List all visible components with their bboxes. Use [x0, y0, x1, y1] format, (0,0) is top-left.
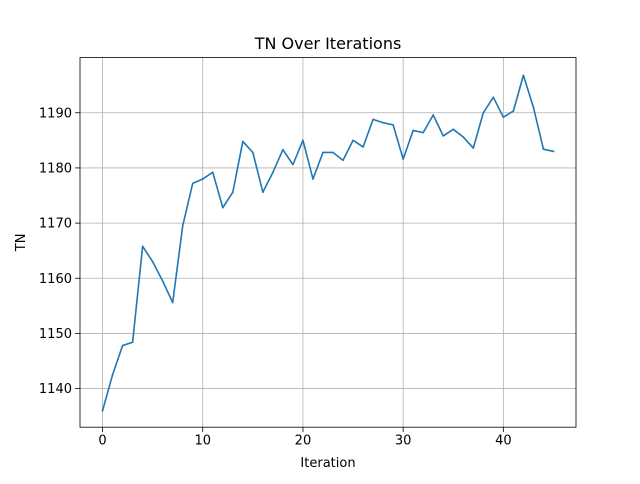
- x-tick-label: 30: [395, 434, 412, 449]
- data-point: [252, 151, 254, 154]
- data-point: [542, 148, 545, 150]
- data-point: [412, 129, 414, 132]
- data-point: [201, 178, 204, 180]
- grid: [80, 57, 576, 428]
- y-axis: 1140 1150 1160 1170 1180 1190: [39, 106, 80, 397]
- plot-frame: [79, 57, 577, 428]
- data-point: [131, 341, 134, 344]
- series-line: [101, 74, 555, 412]
- data-point: [161, 280, 164, 282]
- data-point: [322, 151, 324, 154]
- data-point: [492, 96, 495, 99]
- y-axis-label: TN: [14, 234, 29, 253]
- data-point: [362, 146, 364, 148]
- data-point: [442, 135, 445, 137]
- data-point: [352, 139, 354, 142]
- y-tick-label: 1190: [39, 106, 72, 121]
- y-tick-label: 1150: [39, 327, 72, 342]
- data-point: [282, 148, 284, 151]
- data-point: [342, 159, 344, 162]
- data-point: [111, 373, 114, 376]
- data-point: [472, 147, 475, 149]
- data-point: [272, 171, 274, 174]
- data-point: [452, 128, 455, 131]
- data-point: [372, 118, 374, 121]
- data-point: [181, 225, 184, 227]
- y-tick-label: 1160: [39, 272, 72, 287]
- data-point: [141, 245, 144, 248]
- data-point: [502, 116, 505, 118]
- data-point: [302, 139, 304, 142]
- series-layer: [101, 74, 555, 412]
- x-tick-label: 40: [495, 434, 512, 449]
- data-point: [462, 136, 465, 138]
- data-point: [151, 260, 154, 263]
- data-point: [292, 163, 294, 166]
- y-tick-label: 1170: [39, 217, 72, 232]
- y-tick-label: 1140: [39, 382, 72, 397]
- data-point: [522, 74, 525, 77]
- data-point: [191, 182, 194, 185]
- data-point: [232, 191, 234, 194]
- x-axis: 0 10 20 30 40: [98, 427, 512, 449]
- data-point: [221, 206, 224, 209]
- x-tick-label: 10: [194, 434, 211, 449]
- data-point: [101, 409, 104, 412]
- chart-title: TN Over Iterations: [254, 34, 402, 53]
- x-tick-label: 0: [98, 434, 106, 449]
- data-point: [422, 131, 424, 134]
- x-tick-label: 20: [295, 434, 312, 449]
- data-point: [552, 150, 555, 153]
- data-point: [402, 158, 404, 160]
- data-point: [382, 121, 384, 124]
- data-point: [242, 140, 244, 143]
- data-point: [332, 151, 334, 154]
- data-point: [312, 178, 314, 180]
- data-point: [392, 124, 394, 126]
- data-point: [171, 301, 174, 304]
- y-tick-label: 1180: [39, 161, 72, 176]
- data-point: [432, 114, 435, 116]
- data-point: [532, 106, 535, 109]
- data-point: [211, 171, 214, 174]
- data-point: [262, 191, 264, 194]
- data-point: [512, 110, 515, 112]
- x-axis-label: Iteration: [300, 456, 355, 471]
- data-point: [482, 111, 485, 114]
- data-point: [121, 344, 124, 347]
